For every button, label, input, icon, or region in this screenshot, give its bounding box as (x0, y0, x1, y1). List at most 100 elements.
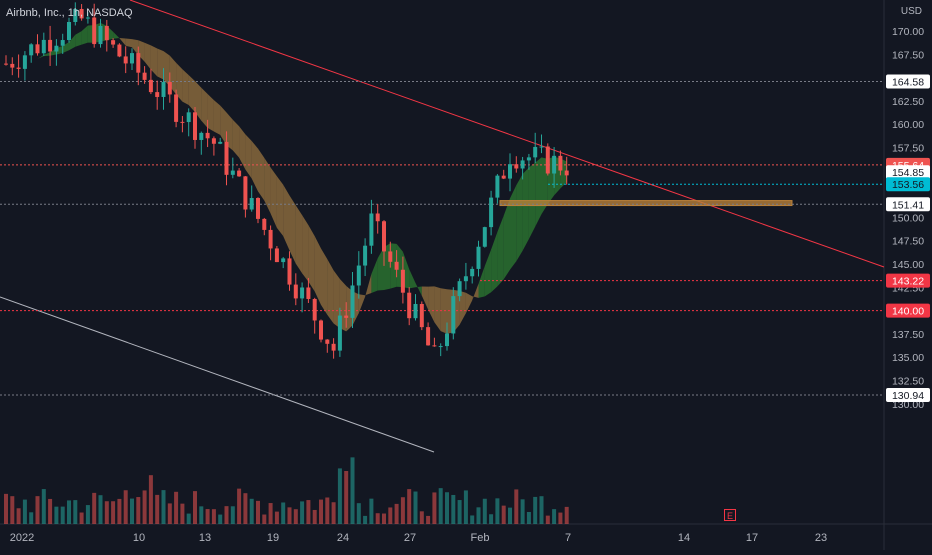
y-tick-label: 145.00 (892, 259, 924, 271)
candle-body (29, 44, 34, 56)
volume-bar (501, 505, 506, 524)
volume-bar (312, 509, 317, 524)
candle-body (22, 55, 27, 69)
ribbon-segment (81, 25, 88, 45)
volume-bar (344, 470, 349, 524)
candle-body (306, 287, 311, 299)
candle-body (73, 8, 78, 22)
ribbon-segment (226, 112, 233, 151)
volume-bar (394, 503, 399, 524)
volume-bar (268, 503, 273, 524)
y-tick-label: 157.50 (892, 143, 924, 155)
candle-body (237, 170, 242, 177)
volume-bar (237, 488, 242, 524)
ribbon-segment (270, 167, 277, 228)
x-tick-label: 2022 (10, 532, 34, 544)
ribbon-segment (188, 75, 195, 113)
x-tick-label: 14 (678, 532, 690, 544)
volume-bar (249, 498, 254, 524)
ribbon-segment (314, 236, 321, 305)
ribbon-segment (333, 270, 340, 329)
ribbon-segment (377, 247, 384, 291)
candle-body (331, 343, 336, 351)
volume-bar (287, 507, 292, 524)
candle-body (142, 72, 147, 80)
candle-body (10, 63, 15, 68)
volume-bar (400, 497, 405, 524)
volume-bar (243, 493, 248, 524)
volume-bar (558, 512, 563, 524)
volume-bar (388, 507, 393, 524)
volume-bar (180, 503, 185, 524)
candle-body (205, 132, 210, 139)
ribbon-segment (327, 259, 334, 324)
candle-body (67, 21, 71, 41)
candle-body (419, 303, 424, 328)
ribbon-segment (516, 174, 523, 262)
volume-bar (161, 490, 166, 524)
candle-body (193, 112, 197, 140)
candle-body (161, 82, 166, 97)
volume-bar (470, 515, 475, 524)
volume-bar (539, 496, 544, 524)
ribbon-segment (421, 286, 429, 310)
ribbon-segment (358, 294, 366, 314)
currency-label: USD (900, 6, 922, 17)
candle-body (211, 138, 216, 144)
price-label: 151.41 (892, 199, 924, 211)
volume-bar (432, 492, 437, 524)
x-tick-label: 10 (133, 532, 145, 544)
candle-body (526, 157, 531, 161)
volume-bar (306, 500, 311, 524)
candle-body (224, 141, 229, 175)
volume-bar (300, 501, 305, 524)
candle-body (350, 285, 355, 318)
ribbon-segment (491, 232, 498, 293)
volume-bar (104, 501, 109, 524)
ribbon-segment (321, 248, 328, 315)
volume-bar (16, 508, 21, 524)
candle-body (249, 198, 254, 210)
volume-bar (10, 496, 15, 524)
volume-bar (186, 513, 191, 524)
volume-bar (413, 491, 418, 524)
volume-bar (457, 500, 462, 524)
volume-bar (117, 498, 122, 524)
candle-body (54, 45, 59, 52)
candle-body (274, 248, 279, 263)
candle-body (268, 229, 273, 249)
candle-body (312, 298, 317, 321)
volume-bar (79, 512, 84, 524)
ribbon-segment (409, 269, 416, 289)
x-tick-label: 23 (815, 532, 827, 544)
ribbon-segment (258, 148, 265, 201)
candle-body (123, 56, 128, 64)
volume-bar (545, 515, 550, 524)
y-tick-label: 150.00 (892, 212, 924, 224)
candle-body (148, 79, 153, 93)
candle-body (337, 315, 342, 351)
ribbon-segment (163, 51, 170, 87)
ribbon-segment (207, 93, 214, 132)
candle-body (356, 265, 361, 286)
ribbon-segment (37, 54, 44, 59)
volume-bar (476, 507, 481, 524)
volume-bar (73, 500, 78, 524)
volume-bar (262, 514, 267, 524)
ribbon-segment (465, 292, 473, 314)
volume-bar (123, 490, 128, 524)
ribbon-segment (18, 63, 25, 67)
volume-bar (4, 493, 8, 524)
ribbon-segment (245, 134, 252, 179)
earnings-badge[interactable]: E (724, 509, 736, 521)
ribbon-segment (119, 38, 126, 46)
volume-bar (167, 503, 172, 524)
candle-body (413, 303, 418, 319)
volume-bar (224, 506, 229, 524)
volume-bar (41, 489, 46, 524)
volume-bar (148, 475, 153, 524)
x-tick-label: 17 (746, 532, 758, 544)
candle-body (344, 315, 349, 318)
